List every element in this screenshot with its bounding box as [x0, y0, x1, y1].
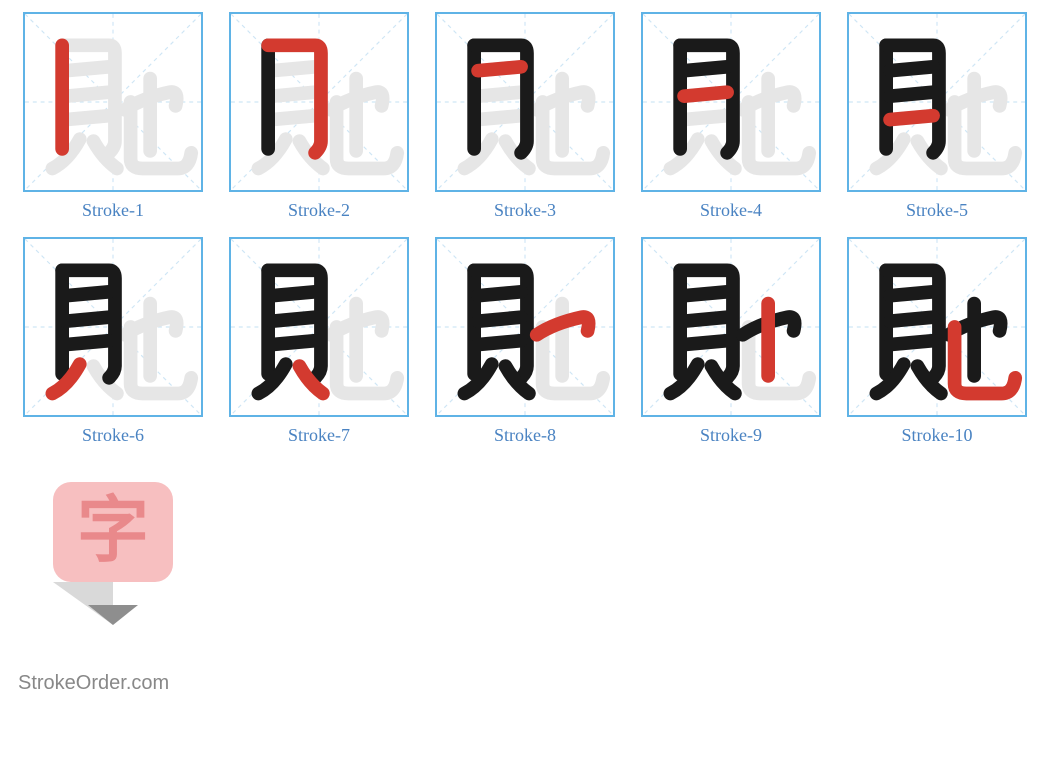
stroke-cell: Stroke-8 — [430, 237, 620, 446]
stroke-caption: Stroke-7 — [288, 425, 350, 446]
watermark: StrokeOrder.com — [18, 672, 1032, 695]
stroke-tile — [641, 12, 821, 192]
stroke-caption: Stroke-2 — [288, 200, 350, 221]
stroke-grid: Stroke-1 Stroke-2 Stroke-3 Stroke-4 Stroke-5… — [18, 12, 1032, 642]
stroke-caption: Stroke-10 — [902, 425, 973, 446]
stroke-tile — [229, 237, 409, 417]
stroke-cell: Stroke-5 — [842, 12, 1032, 221]
stroke-cell: Stroke-10 — [842, 237, 1032, 446]
stroke-caption: Stroke-9 — [700, 425, 762, 446]
svg-text:字: 字 — [77, 491, 149, 571]
stroke-cell: Stroke-2 — [224, 12, 414, 221]
stroke-cell: Stroke-1 — [18, 12, 208, 221]
stroke-tile — [847, 12, 1027, 192]
stroke-caption: Stroke-3 — [494, 200, 556, 221]
stroke-caption: Stroke-8 — [494, 425, 556, 446]
stroke-cell: Stroke-7 — [224, 237, 414, 446]
stroke-cell: Stroke-9 — [636, 237, 826, 446]
stroke-tile — [229, 12, 409, 192]
logo-cell: 字 — [18, 462, 208, 642]
stroke-cell: Stroke-3 — [430, 12, 620, 221]
stroke-cell: Stroke-4 — [636, 12, 826, 221]
stroke-caption: Stroke-1 — [82, 200, 144, 221]
stroke-cell: Stroke-6 — [18, 237, 208, 446]
stroke-tile — [435, 12, 615, 192]
stroke-tile — [23, 12, 203, 192]
stroke-caption: Stroke-5 — [906, 200, 968, 221]
stroke-tile — [23, 237, 203, 417]
stroke-tile — [435, 237, 615, 417]
stroke-caption: Stroke-6 — [82, 425, 144, 446]
stroke-tile — [847, 237, 1027, 417]
site-logo: 字 — [48, 477, 178, 627]
stroke-caption: Stroke-4 — [700, 200, 762, 221]
stroke-tile — [641, 237, 821, 417]
